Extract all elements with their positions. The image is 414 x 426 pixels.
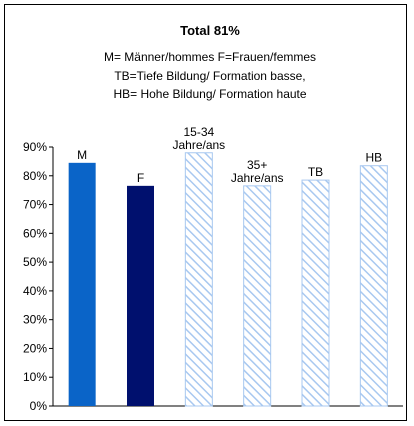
bar-category-label: F: [137, 171, 144, 185]
chart-subtitle-line-2: TB=Tiefe Bildung/ Formation basse,: [114, 69, 305, 83]
chart-axes: 0% 10% 20% 30% 40% 50% 60% 70% 80% 90%: [23, 140, 403, 413]
bar-category-label: 15-34: [183, 125, 214, 139]
bar-chart: Total 81% M= Männer/hommes F=Frauen/femm…: [23, 23, 403, 413]
bar-category-label: 35+: [247, 158, 267, 172]
bar: [127, 185, 154, 406]
y-tick-label: 10%: [23, 370, 47, 384]
chart-bars: [68, 152, 388, 407]
bar: [359, 165, 388, 407]
bar: [184, 152, 213, 407]
bar-category-label: M: [77, 148, 87, 162]
bar-category-label: Jahre/ans: [231, 171, 284, 185]
bar: [243, 185, 272, 407]
y-tick-label: 50%: [23, 255, 47, 269]
chart-title: Total 81%: [180, 23, 240, 38]
y-tick-label: 70%: [23, 198, 47, 212]
y-tick-label: 30%: [23, 313, 47, 327]
bar-category-label: Jahre/ans: [172, 138, 225, 152]
chart-subtitle-line-3: HB= Hohe Bildung/ Formation haute: [113, 87, 306, 101]
y-tick-label: 0%: [30, 399, 48, 413]
bar-category-label: TB: [308, 165, 323, 179]
bar: [301, 179, 330, 407]
y-tick-label: 60%: [23, 226, 47, 240]
chart-frame: Total 81% M= Männer/hommes F=Frauen/femm…: [4, 4, 407, 421]
bar: [68, 162, 96, 406]
chart-subtitle-line-1: M= Männer/hommes F=Frauen/femmes: [104, 50, 316, 64]
y-tick-label: 40%: [23, 284, 47, 298]
y-tick-label: 90%: [23, 140, 47, 154]
bar-category-label: HB: [365, 151, 382, 165]
y-tick-label: 80%: [23, 169, 47, 183]
y-tick-label: 20%: [23, 341, 47, 355]
